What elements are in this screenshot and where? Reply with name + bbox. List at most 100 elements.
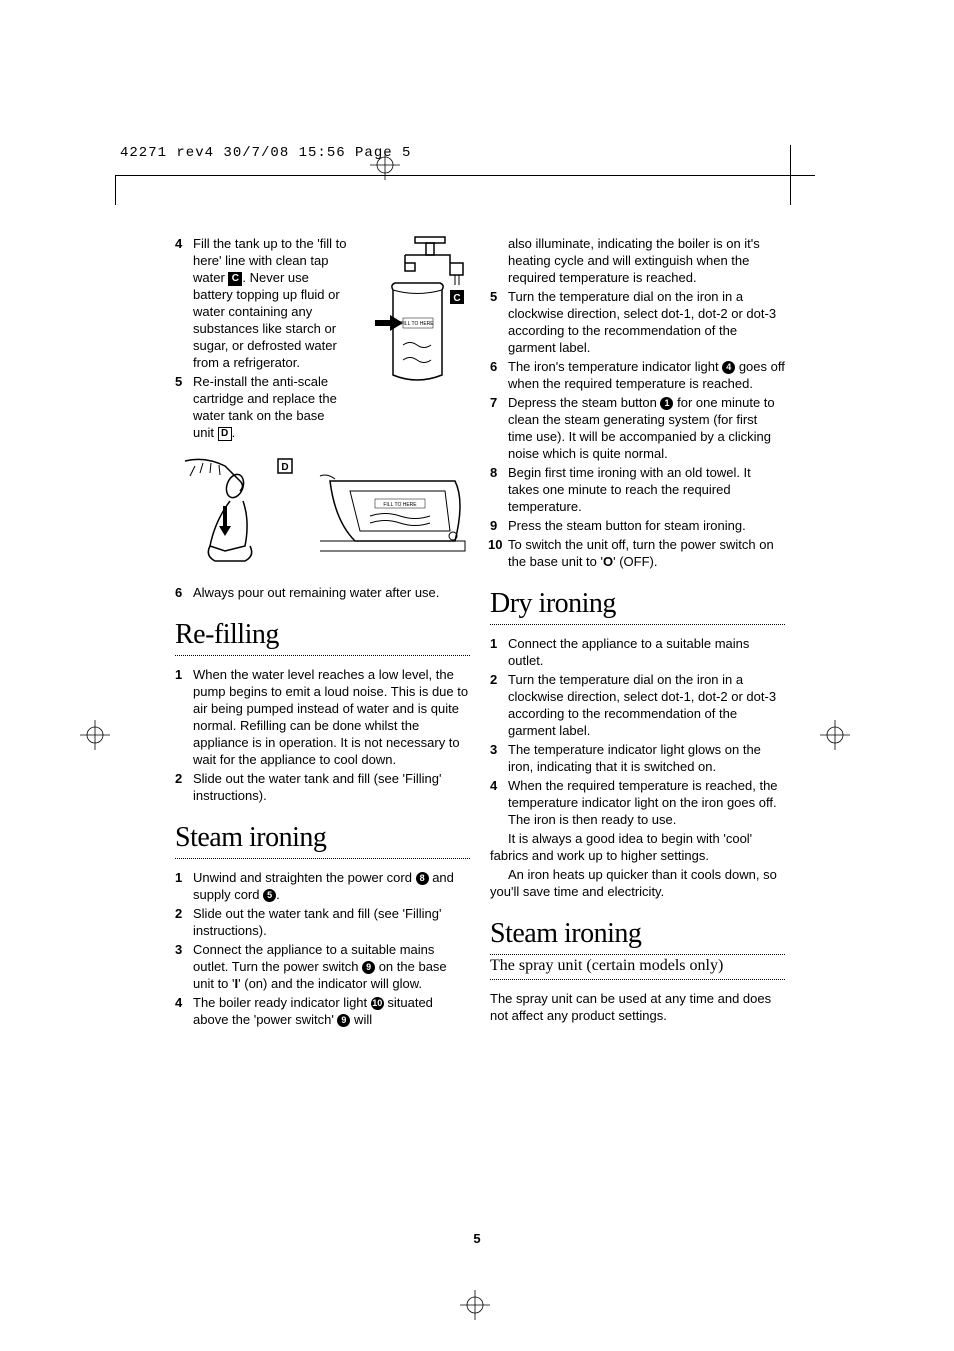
list-item: 2 Turn the temperature dial on the iron … [490,671,785,739]
item-text: Begin first time ironing with an old tow… [508,464,785,515]
ref-marker: C [228,272,242,286]
item-text: Turn the temperature dial on the iron in… [508,288,785,356]
divider [490,979,785,980]
item-number: 10 [488,536,508,570]
item-number: 4 [490,777,508,828]
list-item: 5 Turn the temperature dial on the iron … [490,288,785,356]
item-number: 4 [175,994,193,1028]
register-mark-icon [80,720,110,750]
register-mark-icon [460,1290,490,1320]
item-number: 2 [175,905,193,939]
item-text: The boiler ready indicator light 10 situ… [193,994,470,1028]
item-text: To switch the unit off, turn the power s… [508,536,785,570]
item-text: Turn the temperature dial on the iron in… [508,671,785,739]
item-number: 2 [490,671,508,739]
tap-fill-illustration: C FILL TO HERE [355,235,470,385]
print-slug: 42271 rev4 30/7/08 15:56 Page 5 [120,145,411,161]
list-item: 6 The iron's temperature indicator light… [490,358,785,392]
item-text: Connect the appliance to a suitable main… [193,941,470,992]
ref-marker: 4 [722,361,735,374]
paragraph: An iron heats up quicker than it cools d… [490,866,785,900]
ref-marker: D [218,427,232,441]
list-item: 9 Press the steam button for steam ironi… [490,517,785,534]
list-item: 4 The boiler ready indicator light 10 si… [175,994,470,1028]
list-item: also illuminate, indicating the boiler i… [490,235,785,286]
section-subheading: The spray unit (certain models only) [490,957,785,975]
item-number: 3 [490,741,508,775]
item-text: Slide out the water tank and fill (see '… [193,770,470,804]
register-mark-icon [820,720,850,750]
svg-text:FILL TO HERE: FILL TO HERE [383,502,417,508]
item-text: Depress the steam button 1 for one minut… [508,394,785,462]
register-mark-icon [370,150,400,180]
svg-text:D: D [281,462,288,473]
crop-mark [790,145,791,205]
item-number: 2 [175,770,193,804]
list-item: 1 When the water level reaches a low lev… [175,666,470,768]
item-number: 5 [490,288,508,356]
divider [490,954,785,955]
ref-marker: 9 [362,961,375,974]
list-item: 5 Re-install the anti-scale cartridge an… [175,373,347,441]
list-item: 8 Begin first time ironing with an old t… [490,464,785,515]
item-number: 1 [175,869,193,903]
list-item: 10 To switch the unit off, turn the powe… [490,536,785,570]
list-item: 3 The temperature indicator light glows … [490,741,785,775]
crop-mark [115,175,116,205]
paragraph: It is always a good idea to begin with '… [490,830,785,864]
crop-mark [115,175,815,176]
item-number: 6 [175,584,193,601]
section-heading: Dry ironing [490,588,785,620]
svg-text:FILL TO HERE: FILL TO HERE [400,321,434,327]
list-item: 4 Fill the tank up to the 'fill to here'… [175,235,347,371]
list-item: 6 Always pour out remaining water after … [175,584,470,601]
divider [490,624,785,625]
section-heading: Steam ironing [175,822,470,854]
item-number: 6 [490,358,508,392]
list-item: 4 When the required temperature is reach… [490,777,785,828]
section-heading: Re-filling [175,619,470,651]
ref-marker: 8 [416,872,429,885]
paragraph: The spray unit can be used at any time a… [490,990,785,1024]
item-number: 5 [175,373,193,441]
item-text: Slide out the water tank and fill (see '… [193,905,470,939]
list-item: 2 Slide out the water tank and fill (see… [175,905,470,939]
item-text: Re-install the anti-scale cartridge and … [193,373,347,441]
ref-marker: 1 [660,397,673,410]
pour-illustration: D FILL TO HERE [175,451,470,571]
page-content: C FILL TO HERE 4 Fill the tank up to the… [175,235,785,1030]
ref-marker: 9 [337,1014,350,1027]
list-item: 2 Slide out the water tank and fill (see… [175,770,470,804]
item-text: The iron's temperature indicator light 4… [508,358,785,392]
item-number: 1 [175,666,193,768]
item-text: Press the steam button for steam ironing… [508,517,785,534]
item-text: Always pour out remaining water after us… [193,584,470,601]
svg-text:C: C [453,293,460,304]
section-heading: Steam ironing [490,918,785,950]
item-text: also illuminate, indicating the boiler i… [508,235,785,286]
item-number: 3 [175,941,193,992]
item-text: Fill the tank up to the 'fill to here' l… [193,235,347,371]
item-text: When the water level reaches a low level… [193,666,470,768]
item-text: Connect the appliance to a suitable main… [508,635,785,669]
item-text: Unwind and straighten the power cord 8 a… [193,869,470,903]
list-item: 3 Connect the appliance to a suitable ma… [175,941,470,992]
list-item: 1 Unwind and straighten the power cord 8… [175,869,470,903]
item-number: 9 [490,517,508,534]
item-number: 4 [175,235,193,371]
right-column: also illuminate, indicating the boiler i… [490,235,785,1030]
item-number: 7 [490,394,508,462]
divider [175,858,470,859]
item-text: When the required temperature is reached… [508,777,785,828]
item-number: 1 [490,635,508,669]
divider [175,655,470,656]
ref-marker: 10 [371,997,384,1010]
ref-marker: 5 [263,889,276,902]
list-item: 1 Connect the appliance to a suitable ma… [490,635,785,669]
item-number [490,235,508,286]
item-text: The temperature indicator light glows on… [508,741,785,775]
left-column: C FILL TO HERE 4 Fill the tank up to the… [175,235,470,1030]
page-number: 5 [0,1231,954,1246]
item-number: 8 [490,464,508,515]
list-item: 7 Depress the steam button 1 for one min… [490,394,785,462]
